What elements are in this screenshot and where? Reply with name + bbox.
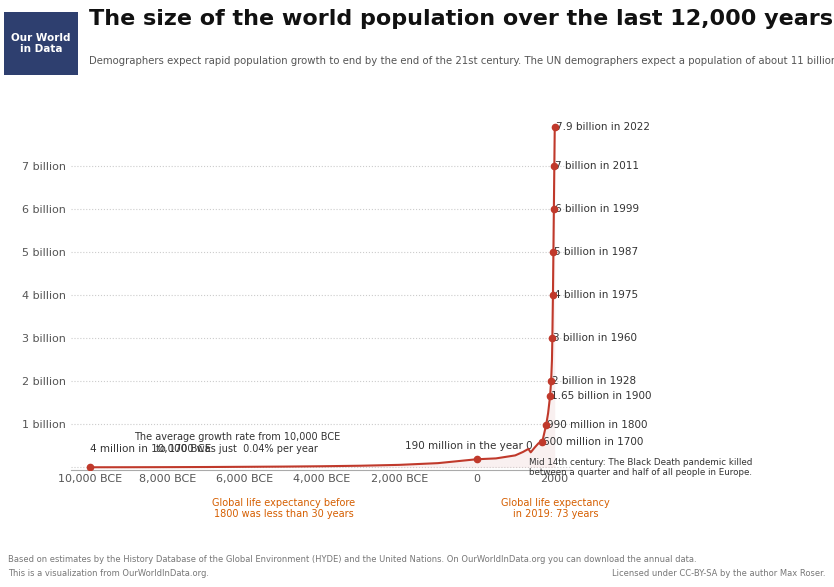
Text: Global life expectancy
in 2019: 73 years: Global life expectancy in 2019: 73 years [501,498,610,519]
Text: 600 million in 1700: 600 million in 1700 [544,437,644,447]
Text: Our World
in Data: Our World in Data [11,33,71,54]
Text: 3 billion in 1960: 3 billion in 1960 [554,333,637,343]
Text: 7 billion in 2011: 7 billion in 2011 [555,161,640,171]
Text: 6 billion in 1999: 6 billion in 1999 [555,204,639,214]
Text: 4 million in 10,000 BCE: 4 million in 10,000 BCE [90,444,212,454]
Text: 190 million in the year 0: 190 million in the year 0 [405,441,533,451]
Text: 990 million in 1800: 990 million in 1800 [547,420,648,430]
Text: Based on estimates by the History Database of the Global Environment (HYDE) and : Based on estimates by the History Databa… [8,555,697,564]
Text: 5 billion in 1987: 5 billion in 1987 [555,247,639,257]
Text: Demographers expect rapid population growth to end by the end of the 21st centur: Demographers expect rapid population gro… [89,56,834,66]
Text: Global life expectancy before
1800 was less than 30 years: Global life expectancy before 1800 was l… [212,498,355,519]
Text: This is a visualization from OurWorldInData.org.: This is a visualization from OurWorldInD… [8,569,209,578]
Text: 4 billion in 1975: 4 billion in 1975 [554,290,638,300]
Text: The average growth rate from 10,000 BCE
to 1700 was just  0.04% per year: The average growth rate from 10,000 BCE … [134,432,340,454]
Text: 7.9 billion in 2022: 7.9 billion in 2022 [555,122,650,132]
Text: 1.65 billion in 1900: 1.65 billion in 1900 [551,392,651,402]
Text: The size of the world population over the last 12,000 years: The size of the world population over th… [89,9,833,29]
Text: 2 billion in 1928: 2 billion in 1928 [552,376,636,386]
Text: Mid 14th century: The Black Death pandemic killed
between a quarter and half of : Mid 14th century: The Black Death pandem… [529,457,752,477]
Text: Licensed under CC-BY-SA by the author Max Roser.: Licensed under CC-BY-SA by the author Ma… [612,569,826,578]
